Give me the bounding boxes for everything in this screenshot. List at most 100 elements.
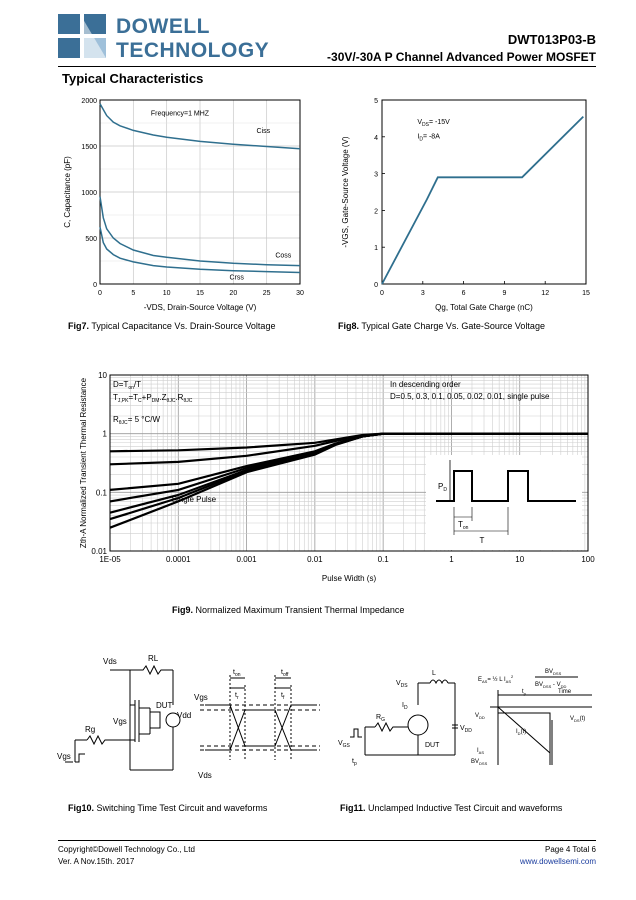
fig7-ytick-label: 500 (85, 236, 97, 243)
svg-text:ID(t): ID(t) (516, 729, 526, 736)
document-subtitle: -30V/-30A P Channel Advanced Power MOSFE… (327, 50, 596, 64)
fig9-y-axis-label: Zth-A Normalized Transient Thermal Resis… (79, 377, 88, 548)
fig9-xtick-label: 0.0001 (166, 555, 191, 564)
fig8-vds-annotation-sub: DS (422, 122, 430, 128)
fig8-ytick-label: 4 (374, 135, 378, 142)
fig9-eq-tj-part: θJC (167, 398, 176, 404)
fig10-vds-label: Vds (103, 657, 117, 666)
fig11-w-bv: BV (471, 759, 479, 765)
fig7-ytick-label: 1500 (81, 144, 97, 151)
fig11-w-ias: I (477, 748, 479, 754)
fig9-eq-tj-part: .Z (159, 393, 166, 402)
fig9-inset-bg (426, 455, 582, 550)
fig11-w-id-t: (t) (521, 729, 527, 735)
fig7-chart: 0 5 10 15 20 25 30 0 500 1000 1500 2000 Ciss Coss Crss… (58, 88, 318, 318)
svg-text:IAS: IAS (477, 748, 484, 755)
fig8-id-annotation-val: = -8A (423, 134, 440, 141)
fig7-series-label-coss: Coss (275, 252, 291, 259)
fig9-chart: 1E-05 0.0001 0.001 0.01 0.1 1 10 100 0.01 0.1 1 10 I… (78, 367, 598, 602)
fig9-legend-values: D=0.5, 0.3, 0.1, 0.05, 0.02, 0.01, singl… (390, 392, 550, 401)
fig8-xtick-label: 15 (582, 290, 590, 297)
fig11-tp-label: t (352, 758, 354, 765)
fig9-x-axis-label: Pulse Width (s) (322, 574, 377, 583)
fig11-id-label: I (402, 702, 404, 709)
fig10-vgs-wave-label: Vgs (194, 693, 208, 702)
fig11-w-vds-t: (t) (580, 716, 586, 722)
fig9-eq-rth-part: R (113, 415, 119, 424)
fig8-ytick-label: 3 (374, 172, 378, 179)
fig9-legend-title: In descending order (390, 380, 461, 389)
fig11-w-id: I (516, 729, 518, 735)
fig9-ytick-label: 10 (98, 371, 107, 380)
fig7-series-crss (99, 226, 301, 274)
fig8-id-annotation: ID= -8A (417, 134, 440, 143)
svg-text:BVDSS - VDD: BVDSS - VDD (535, 682, 566, 689)
fig9-eq-rth: RθJC= 5 °C/W (113, 415, 160, 426)
fig8-series-vgs (381, 115, 584, 285)
fig10-toff-sub: off (283, 672, 289, 678)
fig7-frequency-annotation: Frequency=1 MHZ (151, 111, 210, 118)
fig8-xtick-label: 12 (541, 290, 549, 297)
fig10-ton-sub: on (235, 672, 241, 678)
fig11-bv-num: BV (545, 669, 553, 675)
svg-text:toff: toff (281, 669, 289, 678)
fig10-tf-sub: f (283, 695, 285, 701)
fig10-switching-circuit: Vds RL Rg Vgs DUT Vdd Vgs Vgs Vds ton to… (55, 650, 325, 785)
fig7-y-axis-label: C, Capacitance (pF) (63, 156, 72, 228)
fig9-eq-duty-part: /T (134, 380, 141, 389)
fig9-eq-tj-part: J,PK (118, 398, 129, 404)
fig8-caption: Fig8. Typical Gate Charge Vs. Gate-Sourc… (338, 321, 545, 331)
fig11-vgs-label: V (338, 740, 343, 747)
fig10-caption: Fig10. Switching Time Test Circuit and w… (68, 803, 268, 813)
svg-text:RG: RG (376, 714, 385, 723)
fig11-id-sub: D (404, 705, 408, 711)
fig11-vdd-label: V (460, 725, 465, 732)
fig9-eq-duty-part: D=T (113, 380, 128, 389)
fig9-xtick-label: 1 (449, 555, 454, 564)
fig8-id-annotation-sub: D (419, 137, 423, 143)
header-divider (58, 66, 596, 67)
fig10-tr-label: t (235, 692, 237, 699)
fig11-vgs-sub: GS (343, 743, 351, 749)
footer-copyright: Copyright©Dowell Technology Co., Ltd (58, 845, 195, 854)
fig8-xtick-label: 9 (502, 290, 506, 297)
fig8-ytick-label: 0 (374, 282, 378, 289)
fig11-bv-den-tail: - V (551, 682, 560, 688)
fig9-ytick-label: 0.01 (91, 547, 107, 556)
fig8-id-annotation-i: I (417, 134, 419, 141)
fig9-eq-rth-part: θJC (119, 420, 128, 426)
svg-text:ton: ton (233, 669, 241, 678)
fig11-rg-label: R (376, 714, 381, 721)
fig9-eq-duty: D=Ton/T (113, 380, 141, 391)
fig9-series-single-pulse (109, 432, 588, 529)
fig9-pd-label-p: P (438, 482, 443, 491)
fig9-plot-border (109, 374, 589, 552)
fig9-eq-rth-part: = 5 °C/W (128, 415, 161, 424)
fig9-eq-tj-part: C (138, 398, 142, 404)
company-name-line2: TECHNOLOGY (116, 39, 270, 62)
fig11-formula-e-sub: AS (482, 679, 488, 684)
svg-text:EAS= ½ L IAS2: EAS= ½ L IAS2 (478, 674, 514, 684)
fig7-xtick-label: 30 (296, 290, 304, 297)
footer-website-link[interactable]: www.dowellsemi.com (519, 857, 596, 866)
fig11-bv-num-sub: DSS (553, 671, 562, 676)
fig7-caption: Fig7. Typical Capacitance Vs. Drain-Sour… (68, 321, 276, 331)
svg-text:VDS(t): VDS(t) (570, 716, 585, 723)
fig10-ton-label: t (233, 669, 235, 676)
fig11-dut-label: DUT (425, 742, 440, 749)
svg-text:VDS: VDS (396, 680, 408, 689)
fig11-w-id-sub: D (518, 731, 521, 736)
fig9-xtick-label: 10 (515, 555, 524, 564)
company-logo (58, 14, 106, 58)
fig7-plot-border (99, 99, 301, 285)
fig7-series-ciss (99, 103, 301, 150)
fig9-eq-tj-part: θJC (183, 398, 192, 404)
fig8-vds-annotation-val: = -15V (429, 119, 450, 126)
fig11-formula-e: E (478, 677, 482, 683)
fig11-bv-den: BV (535, 682, 543, 688)
fig10-tf-label: t (281, 692, 283, 699)
footer-page-number: Page 4 Total 6 (544, 845, 596, 854)
fig10-toff-label: t (281, 669, 283, 676)
part-number: DWT013P03-B (507, 32, 596, 47)
fig9-xtick-label: 0.01 (307, 555, 323, 564)
